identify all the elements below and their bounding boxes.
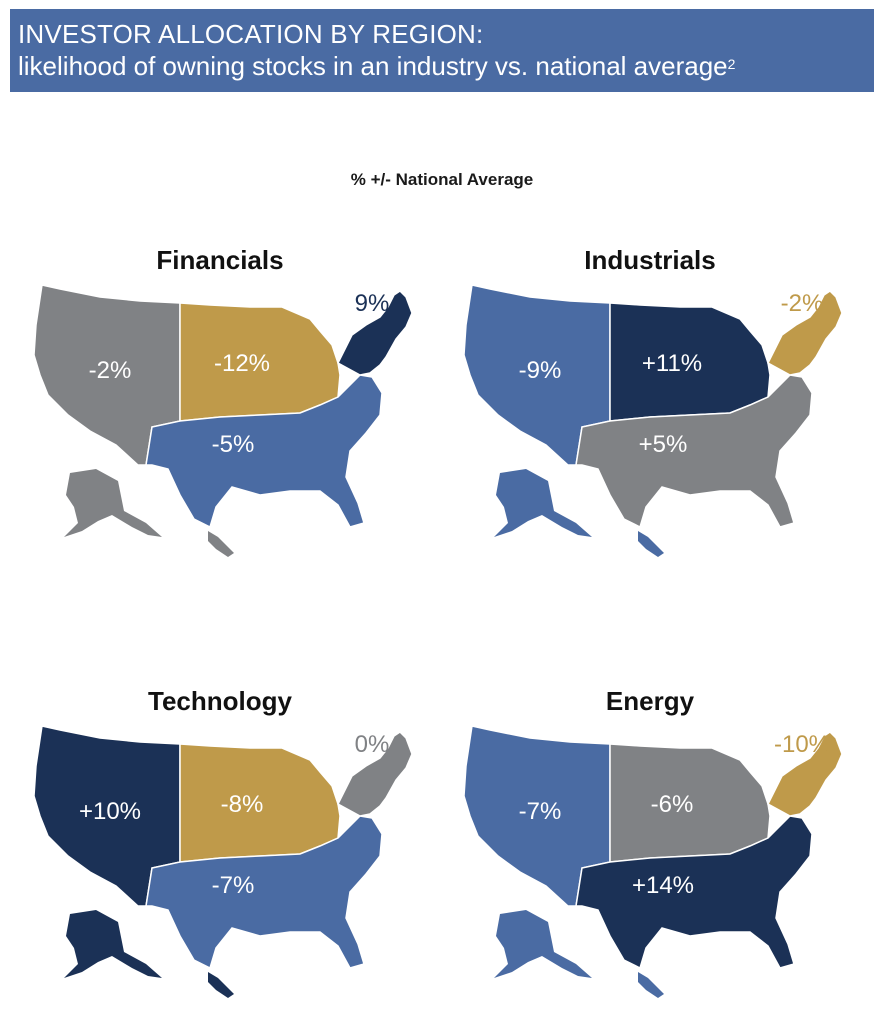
map-title: Technology <box>148 686 292 716</box>
map-title: Financials <box>156 245 284 275</box>
value-label-west: -2% <box>89 357 132 384</box>
region-hawaii <box>208 972 234 998</box>
us-region-map: -2% -12% -5% 9% <box>33 284 413 557</box>
value-label-south: -7% <box>212 872 255 899</box>
region-west <box>33 284 181 466</box>
us-region-map: -7% -6% +14% -10% <box>463 725 843 998</box>
region-west <box>463 725 611 907</box>
header-subtitle: likelihood of owning stocks in an indust… <box>18 50 874 82</box>
map-technology: Technology +10% -8% -7% 0% <box>20 686 420 1006</box>
map-title: Energy <box>605 686 695 716</box>
region-alaska <box>64 910 162 978</box>
region-south <box>145 815 383 970</box>
header-title: INVESTOR ALLOCATION BY REGION: <box>18 19 484 49</box>
region-northeast <box>337 731 413 817</box>
value-label-west: -9% <box>519 357 562 384</box>
value-label-northeast: -10% <box>774 731 830 758</box>
value-label-northeast: 0% <box>355 731 390 758</box>
region-south <box>145 374 383 529</box>
value-label-midwest: +11% <box>642 350 702 377</box>
region-hawaii <box>638 972 664 998</box>
value-label-northeast: -2% <box>781 290 824 317</box>
region-west <box>33 725 181 907</box>
region-northeast <box>337 290 413 376</box>
value-label-west: -7% <box>519 798 562 825</box>
region-hawaii <box>208 531 234 557</box>
value-label-south: +14% <box>632 872 694 899</box>
region-hawaii <box>638 531 664 557</box>
region-south <box>575 815 813 970</box>
region-alaska <box>494 469 592 537</box>
region-northeast <box>767 731 843 817</box>
region-west <box>463 284 611 466</box>
value-label-south: -5% <box>212 431 255 458</box>
value-label-northeast: 9% <box>355 290 390 317</box>
region-northeast <box>767 290 843 376</box>
region-alaska <box>64 469 162 537</box>
footnote-marker: 2 <box>727 56 736 72</box>
value-label-midwest: -8% <box>221 791 264 818</box>
region-south <box>575 374 813 529</box>
map-energy: Energy -7% -6% +14% -10% <box>450 686 850 1006</box>
map-industrials: Industrials -9% +11% +5% -2% <box>450 245 850 565</box>
value-label-midwest: -12% <box>214 350 270 377</box>
header-banner: INVESTOR ALLOCATION BY REGION: likelihoo… <box>10 9 874 92</box>
value-label-south: +5% <box>639 431 688 458</box>
map-financials: Financials -2% -12% -5% 9% <box>20 245 420 565</box>
region-alaska <box>494 910 592 978</box>
us-region-map: +10% -8% -7% 0% <box>33 725 413 998</box>
us-region-map: -9% +11% +5% -2% <box>463 284 843 557</box>
legend-caption: % +/- National Average <box>350 170 534 189</box>
map-title: Industrials <box>584 245 716 275</box>
value-label-midwest: -6% <box>651 791 694 818</box>
header-subtitle-text: likelihood of owning stocks in an indust… <box>18 51 728 81</box>
value-label-west: +10% <box>79 798 141 825</box>
